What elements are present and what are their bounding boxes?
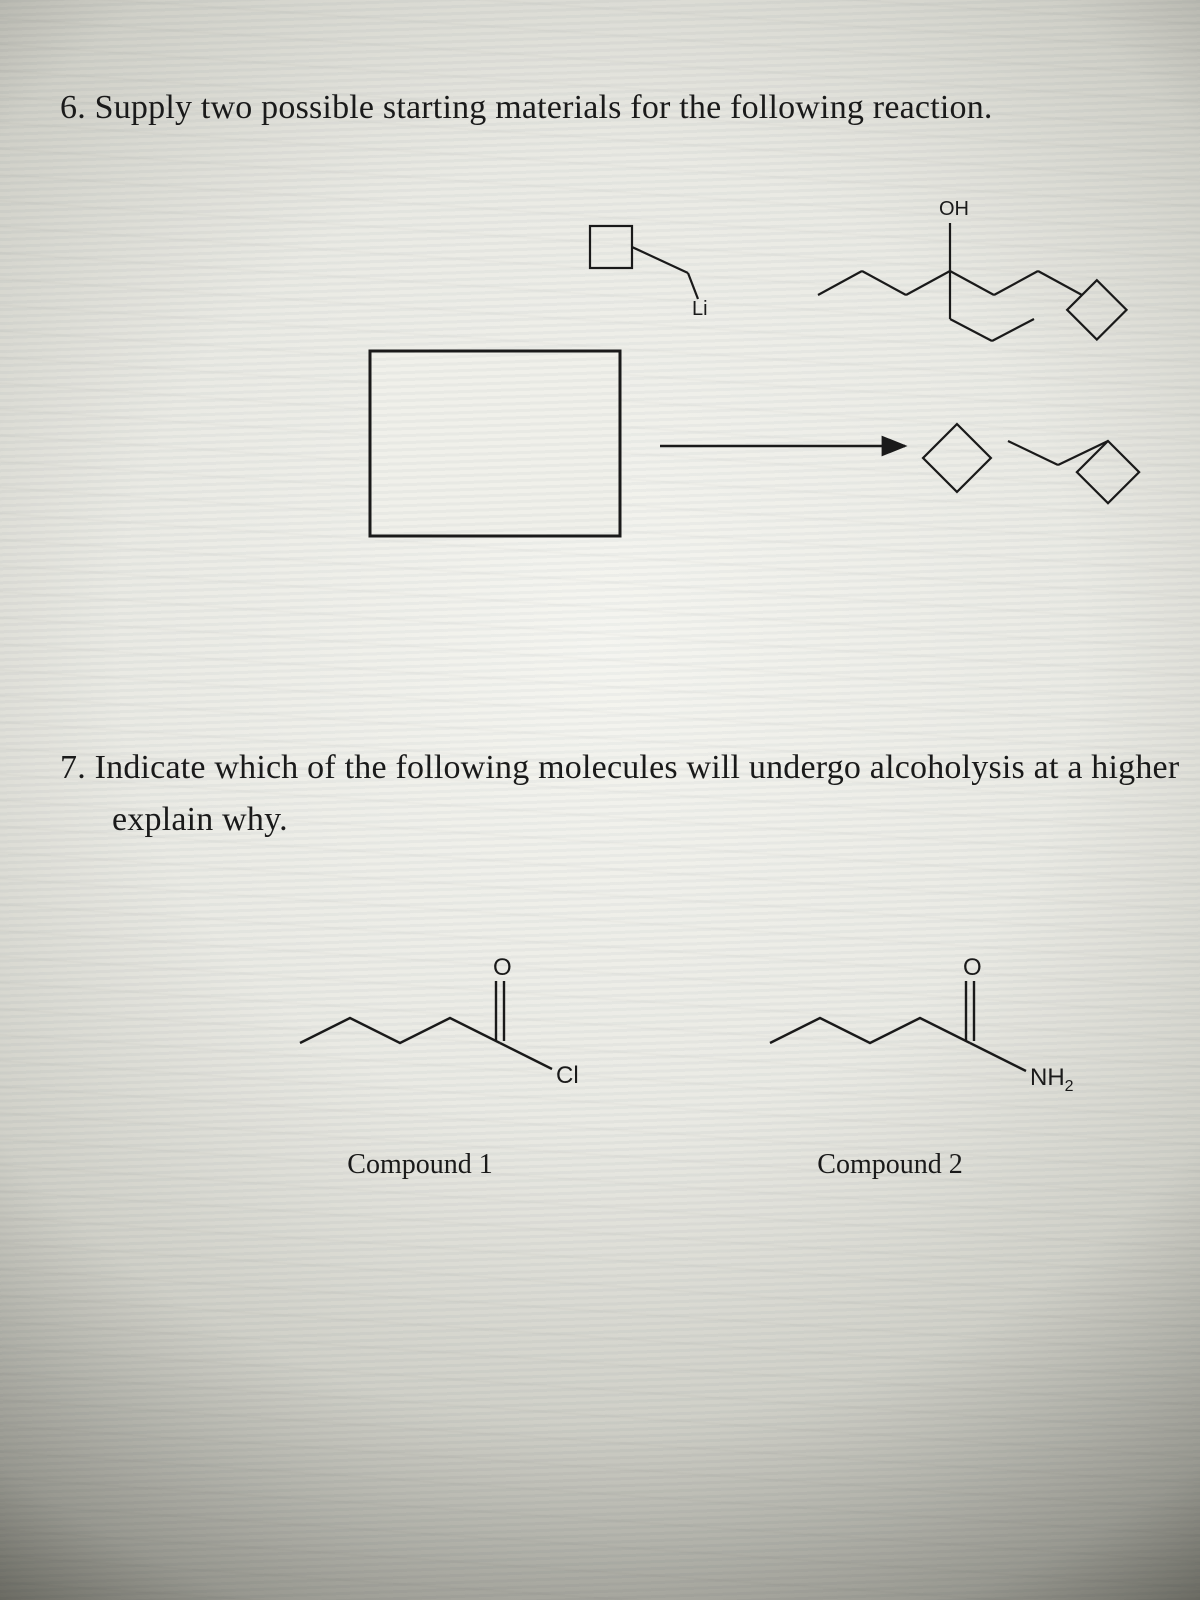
c1-oxygen-label: O bbox=[493, 954, 512, 981]
li-label: Li bbox=[692, 298, 708, 320]
question-7: 7. Indicate which of the following molec… bbox=[0, 745, 1200, 1323]
question-6: 6. Supply two possible starting material… bbox=[0, 85, 1200, 631]
q7-compounds: O Cl Compound 1 O NH2 Compound 2 bbox=[0, 903, 1200, 1323]
q6-number: 6. bbox=[60, 89, 86, 126]
c2-nh-label: NH2 bbox=[1030, 1064, 1074, 1095]
compound-2: O NH2 bbox=[770, 954, 1074, 1095]
q6-sm1: Li bbox=[590, 226, 708, 320]
q6-reaction-scheme: Li OH bbox=[0, 151, 1200, 631]
q7-prompt-2: explain why. bbox=[112, 801, 288, 838]
compound-2-label: Compound 2 bbox=[817, 1149, 962, 1180]
q7-line1: 7. Indicate which of the following molec… bbox=[0, 745, 1200, 791]
q7-line2: explain why. bbox=[0, 797, 1200, 843]
c1-cl-label: Cl bbox=[556, 1062, 579, 1089]
compound-1: O Cl bbox=[300, 954, 579, 1089]
q6-product-bottom bbox=[923, 424, 1139, 503]
q7-prompt-1: Indicate which of the following molecule… bbox=[95, 749, 1180, 786]
page: 6. Supply two possible starting material… bbox=[0, 0, 1200, 1600]
compound-1-label: Compound 1 bbox=[347, 1149, 492, 1180]
q7-number: 7. bbox=[60, 749, 86, 786]
q6-prompt: Supply two possible starting materials f… bbox=[95, 89, 993, 126]
q6-answer-box[interactable] bbox=[370, 351, 620, 536]
oh-label: OH bbox=[939, 198, 969, 220]
c2-oxygen-label: O bbox=[963, 954, 982, 981]
q6-text-line: 6. Supply two possible starting material… bbox=[0, 85, 1200, 131]
q6-product-top: OH bbox=[818, 198, 1127, 341]
